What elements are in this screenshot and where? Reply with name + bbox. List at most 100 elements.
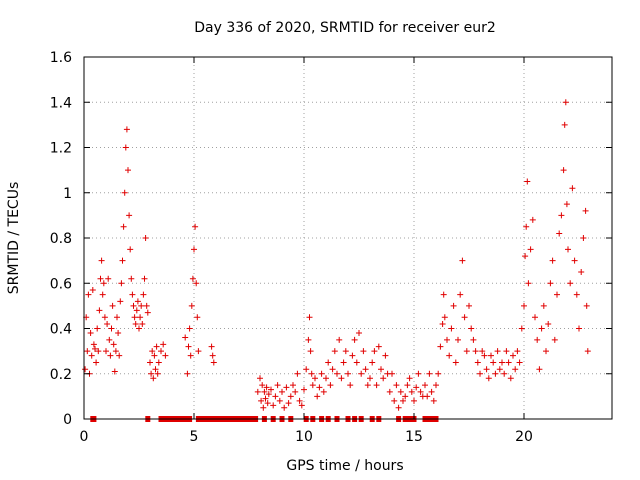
data-point (325, 359, 332, 366)
data-point (373, 382, 380, 389)
data-point (375, 343, 382, 350)
data-point (440, 291, 447, 298)
data-point (450, 302, 457, 309)
data-point (127, 246, 134, 253)
chart-title: Day 336 of 2020, SRMTID for receiver eur… (194, 20, 496, 36)
data-point (466, 302, 472, 309)
data-point (254, 388, 261, 395)
data-point (371, 348, 378, 355)
data-point (356, 330, 362, 337)
data-point (283, 384, 290, 391)
data-point (158, 348, 164, 355)
data-point (433, 382, 439, 389)
data-point (114, 314, 120, 321)
data-point (95, 348, 102, 355)
data-point (549, 257, 556, 264)
data-point (287, 393, 294, 400)
data-point (411, 397, 417, 404)
data-point (347, 382, 354, 389)
data-point (119, 257, 126, 264)
data-point (112, 348, 119, 355)
data-point (89, 287, 96, 294)
data-point (141, 275, 148, 282)
data-point (140, 291, 147, 298)
y-tick-label: 0.6 (50, 276, 72, 292)
data-point (501, 370, 508, 377)
data-point (154, 370, 161, 377)
data-point (342, 348, 349, 355)
data-point (208, 343, 215, 350)
x-tick-label: 15 (405, 429, 423, 445)
data-point (499, 359, 505, 366)
data-point (262, 395, 269, 402)
data-point (314, 393, 321, 400)
data-point (522, 253, 529, 260)
data-point (404, 382, 411, 389)
data-point (307, 348, 314, 355)
data-point (503, 348, 510, 355)
data-point (479, 348, 486, 355)
data-point (189, 275, 196, 282)
x-tick-label: 20 (515, 429, 533, 445)
data-point (257, 375, 263, 382)
data-point (142, 235, 149, 241)
data-point (274, 382, 281, 389)
data-point (148, 370, 155, 377)
data-point (573, 291, 580, 298)
data-point (448, 325, 455, 332)
data-point (490, 359, 497, 366)
data-point (583, 302, 590, 309)
data-point (97, 275, 104, 282)
data-point (88, 352, 95, 359)
data-point (547, 280, 554, 287)
data-point (512, 366, 519, 373)
data-point (129, 291, 136, 298)
data-point (452, 359, 459, 366)
data-point (386, 388, 393, 395)
data-point (441, 314, 448, 321)
data-point (264, 400, 271, 407)
data-point (130, 302, 137, 309)
data-point (351, 336, 358, 343)
data-point (90, 341, 97, 348)
data-point (292, 388, 299, 395)
data-point (131, 314, 138, 321)
data-point (483, 366, 490, 373)
data-point (187, 352, 194, 359)
x-tick-label: 0 (80, 429, 89, 445)
y-tick-label: 0 (63, 412, 72, 428)
data-point (294, 370, 301, 377)
x-tick-label: 10 (295, 429, 313, 445)
data-point (182, 334, 189, 341)
data-point (193, 280, 200, 287)
data-point (144, 309, 151, 316)
data-point (367, 375, 373, 382)
data-point (305, 336, 312, 343)
data-point (468, 325, 475, 332)
data-point (561, 121, 568, 128)
data-point (527, 246, 534, 253)
data-point (272, 393, 279, 400)
data-point (92, 345, 98, 352)
data-point (110, 341, 117, 348)
data-point (463, 348, 470, 355)
data-point (358, 370, 365, 377)
data-point (263, 384, 270, 391)
data-point (139, 320, 146, 327)
data-point (128, 275, 135, 282)
data-point (85, 291, 92, 298)
data-point (100, 280, 107, 287)
data-point (126, 212, 133, 219)
data-point (281, 404, 288, 411)
data-point (536, 366, 543, 373)
data-point (470, 336, 477, 343)
data-point (137, 314, 144, 321)
data-point (108, 325, 115, 332)
data-point (488, 352, 494, 359)
data-point (349, 352, 356, 359)
data-point (184, 370, 191, 377)
data-point (461, 314, 468, 321)
data-point (298, 402, 305, 409)
data-point (380, 375, 387, 382)
x-tick-label: 5 (190, 429, 199, 445)
